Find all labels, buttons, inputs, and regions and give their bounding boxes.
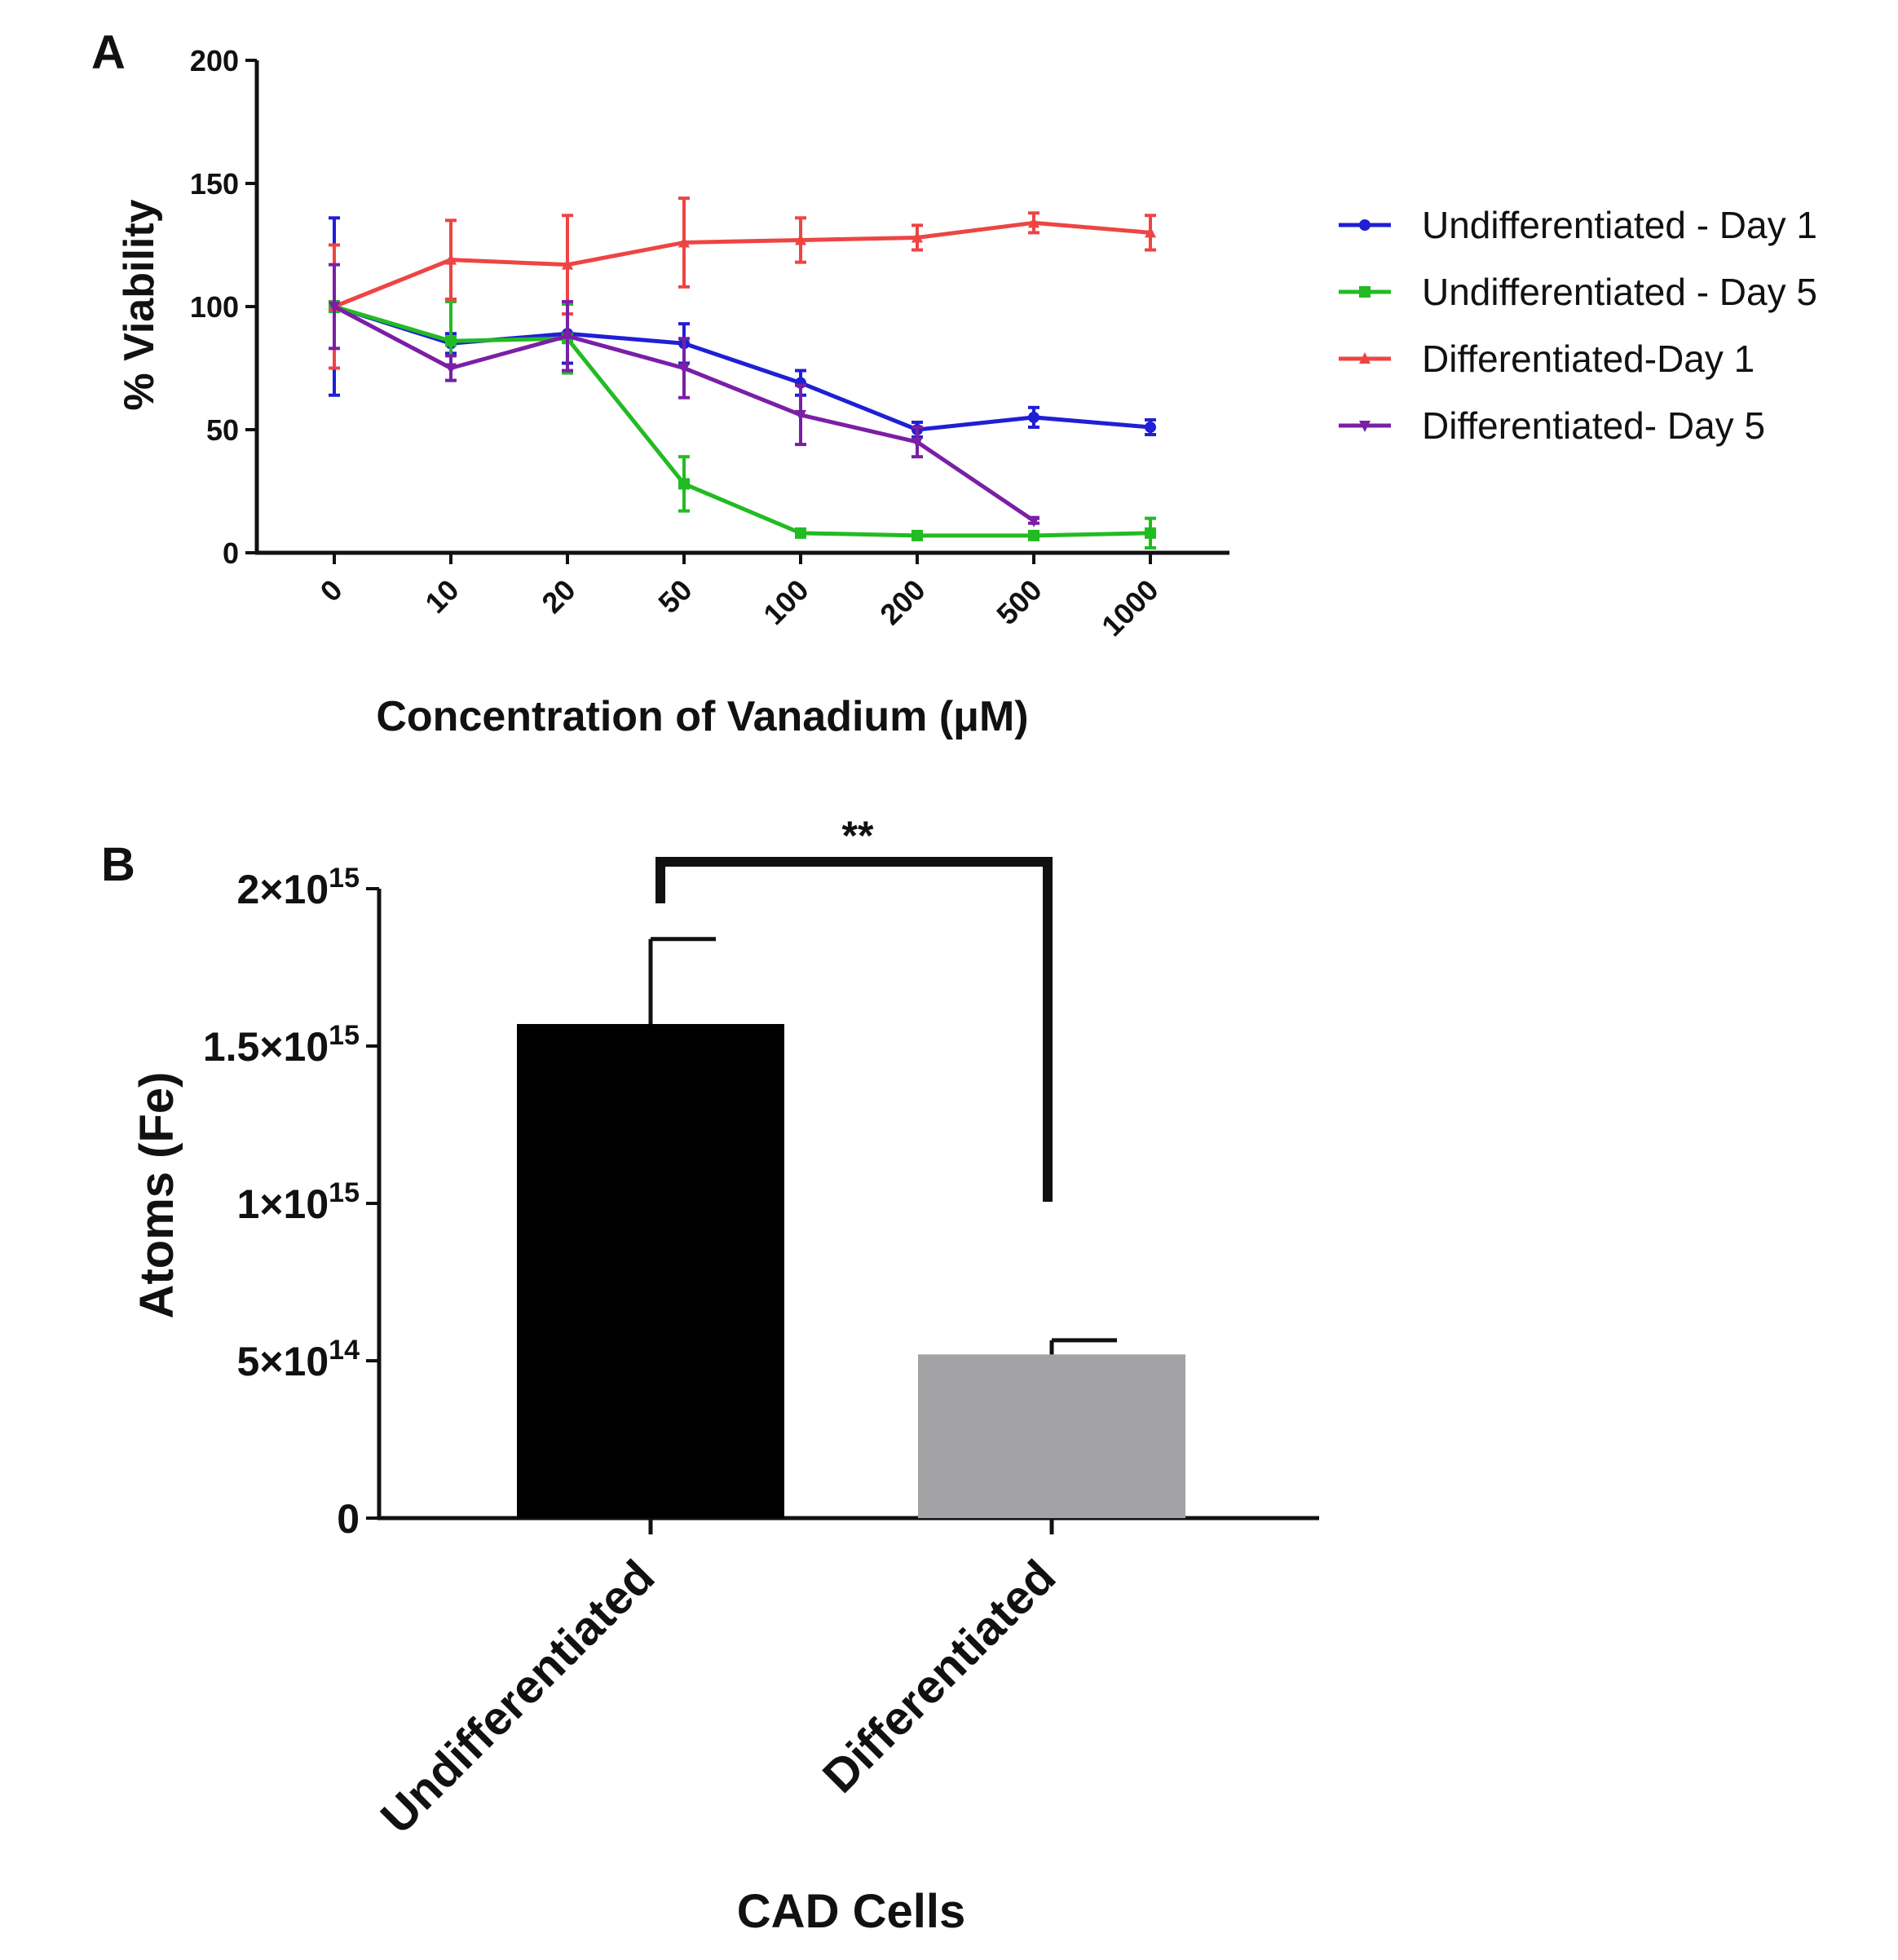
y-tick-label: 5×1014 <box>237 1335 360 1384</box>
y-tick-label: 0 <box>223 536 239 570</box>
series-undifferentiated-day-5 <box>329 299 1156 550</box>
x-tick-label: Undifferentiated <box>371 1550 664 1843</box>
data-point <box>1145 527 1156 539</box>
panel-b-x-axis-title: CAD Cells <box>737 1885 965 1938</box>
data-point <box>562 258 573 270</box>
series-line <box>333 304 1151 538</box>
x-tick-label: Differentiated <box>813 1550 1066 1803</box>
x-tick-label: 500 <box>990 573 1048 631</box>
data-point <box>911 529 923 541</box>
y-tick-label: 2×1015 <box>237 863 360 912</box>
panel-b-y-axis-title: Atoms (Fe) <box>130 1072 183 1319</box>
y-tick-label: 1.5×1015 <box>203 1020 360 1070</box>
significance-bracket: ** <box>655 813 1053 1202</box>
legend-label: Differentiated-Day 1 <box>1422 338 1755 380</box>
legend-label: Differentiated- Day 5 <box>1422 404 1765 447</box>
x-tick-label: 20 <box>535 573 581 620</box>
data-point <box>1028 216 1039 228</box>
panel-a-y-axis-title: % Viability <box>116 199 163 410</box>
data-point <box>1028 411 1039 423</box>
panel-b-bars <box>517 937 1185 1518</box>
significance-label: ** <box>842 813 874 859</box>
data-point <box>678 236 690 248</box>
panel-a-series <box>329 196 1156 550</box>
data-point <box>795 527 806 539</box>
data-point <box>445 335 457 347</box>
legend-label: Undifferentiated - Day 5 <box>1422 271 1817 313</box>
data-point <box>1145 226 1156 238</box>
x-tick-label: 200 <box>873 573 931 631</box>
panel-a-legend: Undifferentiated - Day 1 Undifferentiated… <box>1339 204 1817 447</box>
legend-marker <box>1359 421 1371 432</box>
legend-marker <box>1359 352 1371 364</box>
data-point <box>795 233 806 245</box>
y-tick-label: 100 <box>190 290 239 324</box>
y-tick-label: 50 <box>206 413 239 447</box>
data-point <box>678 478 690 490</box>
y-tick-label: 1×1015 <box>237 1177 360 1227</box>
data-point <box>562 331 573 343</box>
data-point <box>911 437 923 449</box>
x-tick-label: 50 <box>651 573 698 620</box>
data-point <box>795 409 806 422</box>
data-point <box>1028 515 1039 528</box>
x-tick-label: 100 <box>757 573 814 631</box>
data-point <box>445 253 457 265</box>
data-point <box>329 302 340 313</box>
panel-b-label: B <box>101 838 135 891</box>
panel-a-label: A <box>91 26 126 79</box>
data-point <box>911 231 923 243</box>
data-point <box>1028 529 1039 541</box>
legend-marker <box>1359 219 1371 231</box>
series-undifferentiated-day-1 <box>329 216 1156 439</box>
panel-a-line-chart: A 0 50 100 150 200 0 10 20 50 100 200 500 1000 Undif… <box>91 26 1817 740</box>
bar-differentiated <box>918 1354 1185 1518</box>
data-point <box>678 363 690 375</box>
legend-label: Undifferentiated - Day 1 <box>1422 204 1817 246</box>
series-line <box>333 220 1151 309</box>
x-tick-label: 0 <box>314 573 349 608</box>
legend-marker <box>1359 286 1371 298</box>
panel-a-axes: 0 50 100 150 200 0 10 20 50 100 200 500 1000 <box>190 44 1229 642</box>
data-point <box>445 363 457 375</box>
y-tick-label: 200 <box>190 44 239 77</box>
series-differentiated-day-5 <box>329 263 1039 528</box>
y-tick-label: 0 <box>337 1496 360 1542</box>
panel-b-bar-chart: B 0 5×1014 1×1015 1.5×1015 2×1015 Undifferent… <box>101 813 1319 1938</box>
significance-bracket-line <box>655 857 1053 1202</box>
x-tick-label: 10 <box>418 573 465 620</box>
y-tick-label: 150 <box>190 167 239 201</box>
x-tick-label: 1000 <box>1095 573 1165 643</box>
bar-undifferentiated <box>517 1023 784 1518</box>
data-point <box>1145 421 1156 433</box>
panel-a-x-axis-title: Concentration of Vanadium (μM) <box>376 693 1028 740</box>
